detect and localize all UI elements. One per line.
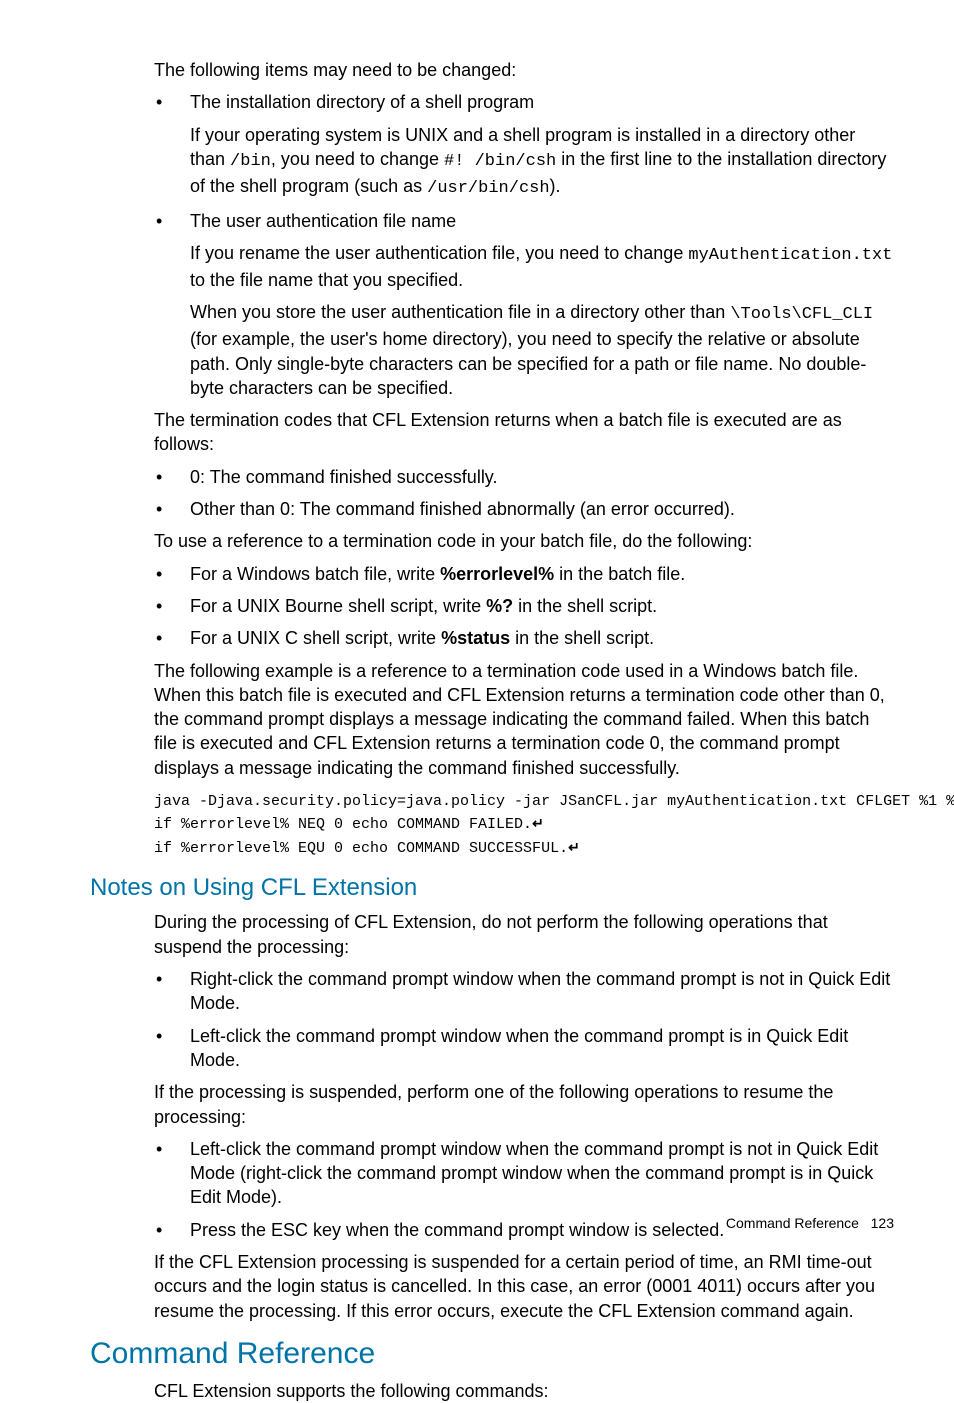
inline-code: /bin xyxy=(230,152,271,171)
section-heading-command-reference: Command Reference xyxy=(90,1337,894,1371)
cmdref-intro: CFL Extension supports the following com… xyxy=(154,1379,894,1403)
return-icon: ↵ xyxy=(532,813,544,834)
list-item: 0: The command finished successfully. xyxy=(190,465,894,489)
code-block: java -Djava.security.policy=java.policy … xyxy=(154,790,894,861)
inline-code: #! /bin/csh xyxy=(444,152,556,171)
return-icon: ↵ xyxy=(568,837,580,858)
code-line: if %errorlevel% EQU 0 echo COMMAND SUCCE… xyxy=(154,840,568,857)
list-item: Right-click the command prompt window wh… xyxy=(190,967,894,1016)
list-item: The installation directory of a shell pr… xyxy=(190,90,894,114)
page-footer: Command Reference 123 xyxy=(726,1215,894,1231)
list-item: Other than 0: The command finished abnor… xyxy=(190,497,894,521)
reference-list: For a Windows batch file, write %errorle… xyxy=(90,562,894,651)
reference-intro: To use a reference to a termination code… xyxy=(154,529,894,553)
document-page: The following items may need to be chang… xyxy=(0,0,954,1271)
footer-page-number: 123 xyxy=(871,1215,894,1231)
list-item: Left-click the command prompt window whe… xyxy=(190,1024,894,1073)
inline-code: \Tools\CFL_CLI xyxy=(730,305,873,324)
notes-intro: During the processing of CFL Extension, … xyxy=(154,910,894,959)
code-line: if %errorlevel% NEQ 0 echo COMMAND FAILE… xyxy=(154,816,532,833)
item-title: The installation directory of a shell pr… xyxy=(190,92,534,112)
change-items-list: The installation directory of a shell pr… xyxy=(90,90,894,114)
list-item: For a UNIX C shell script, write %status… xyxy=(190,626,894,650)
termination-list: 0: The command finished successfully. Ot… xyxy=(90,465,894,522)
bold-text: %status xyxy=(441,628,510,648)
inline-code: /usr/bin/csh xyxy=(427,179,549,198)
item-title: The user authentication file name xyxy=(190,211,456,231)
bold-text: %? xyxy=(486,596,513,616)
list-item: For a UNIX Bourne shell script, write %?… xyxy=(190,594,894,618)
section-heading-notes: Notes on Using CFL Extension xyxy=(90,874,894,902)
notes-mid: If the processing is suspended, perform … xyxy=(154,1080,894,1129)
bold-text: %errorlevel% xyxy=(440,564,554,584)
list-item: Left-click the command prompt window whe… xyxy=(190,1137,894,1210)
code-line: java -Djava.security.policy=java.policy … xyxy=(154,793,954,810)
item-detail: If you rename the user authentication fi… xyxy=(190,241,894,292)
inline-code: myAuthentication.txt xyxy=(688,246,892,265)
example-intro: The following example is a reference to … xyxy=(154,659,894,780)
list-item: The user authentication file name xyxy=(190,209,894,233)
list-item: For a Windows batch file, write %errorle… xyxy=(190,562,894,586)
termination-intro: The termination codes that CFL Extension… xyxy=(154,408,894,457)
item-detail: If your operating system is UNIX and a s… xyxy=(190,123,894,201)
notes-list-suspend: Right-click the command prompt window wh… xyxy=(90,967,894,1072)
change-items-list: The user authentication file name xyxy=(90,209,894,233)
footer-section-label: Command Reference xyxy=(726,1215,859,1231)
notes-end: If the CFL Extension processing is suspe… xyxy=(154,1250,894,1323)
intro-paragraph: The following items may need to be chang… xyxy=(154,58,894,82)
item-detail: When you store the user authentication f… xyxy=(190,300,894,400)
